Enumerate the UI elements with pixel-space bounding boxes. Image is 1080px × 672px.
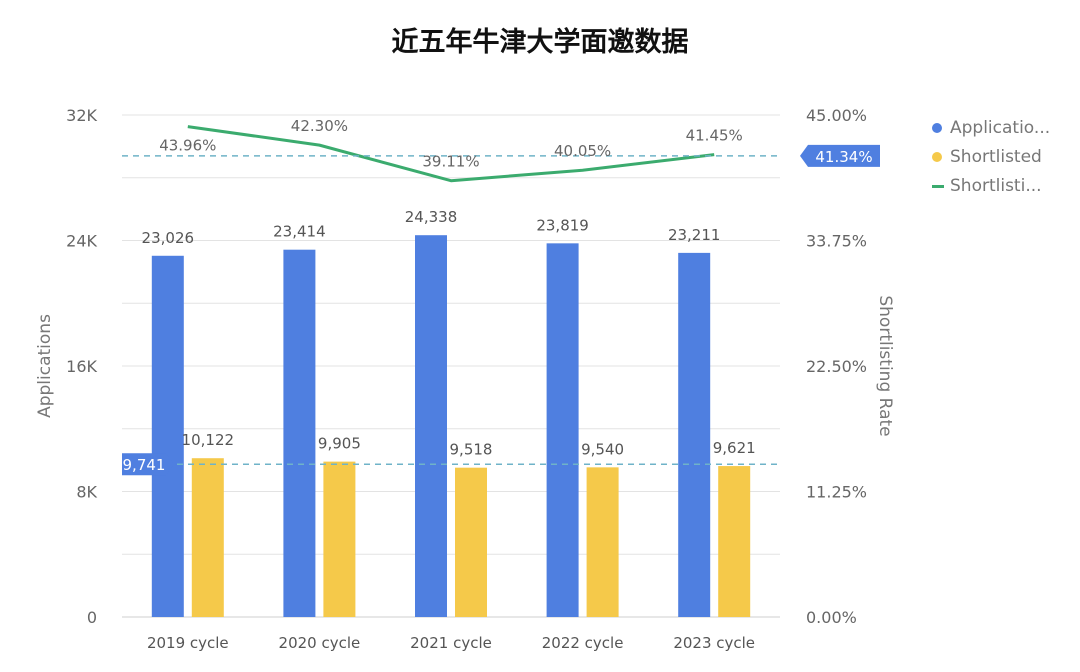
legend-swatch-shortlisted — [932, 152, 942, 162]
y-tick-label-right: 11.25% — [806, 483, 867, 502]
legend-swatch-shortlisting-rate — [932, 184, 944, 188]
x-tick-label: 2020 cycle — [279, 634, 361, 652]
bar-value-label: 23,819 — [536, 216, 589, 234]
bar — [586, 467, 619, 617]
y-tick-label-left: 8K — [76, 483, 97, 502]
reference-badge-label: 41.34% — [815, 148, 872, 166]
ref-layer: 9,741 41.34% — [122, 144, 880, 476]
y-tick-label-left: 32K — [66, 106, 97, 125]
chart-title: 近五年牛津大学面邀数据 — [391, 27, 689, 58]
x-tick-label: 2022 cycle — [542, 634, 624, 652]
legend-label-shortlisted: Shortlisted — [950, 147, 1042, 167]
line-layer — [187, 125, 715, 183]
legend-item-shortlisting-rate[interactable]: Shortlisti... — [932, 176, 1042, 196]
reference-badge — [800, 144, 880, 167]
bar-layer — [151, 235, 751, 618]
y-tick-label-right: 33.75% — [806, 232, 867, 251]
y-tick-label-right: 22.50% — [806, 357, 867, 376]
text-layer: 0 8K 16K 24K 32K 0.00% 11.25% 22.50% 33.75% 45.00… — [35, 106, 895, 652]
bar — [191, 458, 224, 617]
bar — [678, 252, 711, 617]
bar-value-label: 10,122 — [182, 431, 235, 449]
legend-swatch-applications — [932, 123, 942, 133]
legend-label-applications: Applicatio... — [950, 118, 1051, 138]
rate-value-label: 40.05% — [554, 142, 611, 160]
legend-item-shortlisted[interactable]: Shortlisted — [932, 147, 1042, 167]
bar — [151, 255, 184, 617]
bar — [546, 243, 579, 618]
bar-value-label: 24,338 — [405, 208, 458, 226]
rate-value-label: 43.96% — [159, 137, 216, 155]
bar-value-label: 23,211 — [668, 226, 721, 244]
bar-value-label: 9,621 — [713, 439, 756, 457]
reference-badge — [122, 453, 174, 476]
bar — [323, 461, 356, 617]
x-tick-label: 2023 cycle — [673, 634, 755, 652]
bar-value-label: 9,518 — [450, 441, 493, 459]
bar — [455, 467, 487, 617]
bar-value-label: 9,540 — [581, 440, 624, 458]
rate-value-label: 39.11% — [422, 153, 479, 171]
bar-value-label: 23,414 — [273, 223, 326, 241]
bar — [415, 235, 447, 617]
reference-badge-label: 9,741 — [123, 456, 166, 474]
rate-line — [187, 125, 715, 183]
rate-value-label: 41.45% — [686, 127, 743, 145]
grid-layer — [122, 114, 780, 618]
y-axis-title-left: Applications — [35, 314, 55, 418]
rate-value-label: 42.30% — [291, 117, 348, 135]
y-axis-title-right: Shortlisting Rate — [875, 295, 895, 436]
bar-value-label: 23,026 — [142, 229, 195, 247]
y-tick-label-left: 16K — [66, 357, 97, 376]
y-tick-label-left: 24K — [66, 232, 97, 251]
legend-label-shortlisting-rate: Shortlisti... — [950, 176, 1042, 196]
bar — [718, 466, 751, 617]
x-tick-label: 2021 cycle — [410, 634, 492, 652]
legend-item-applications[interactable]: Applicatio... — [932, 118, 1050, 138]
y-tick-label-right: 45.00% — [806, 106, 867, 125]
bar-value-label: 9,905 — [318, 435, 361, 453]
bar — [283, 249, 316, 617]
x-tick-label: 2019 cycle — [147, 634, 229, 652]
y-tick-label-right: 0.00% — [806, 608, 857, 627]
y-tick-label-left: 0 — [87, 608, 97, 627]
